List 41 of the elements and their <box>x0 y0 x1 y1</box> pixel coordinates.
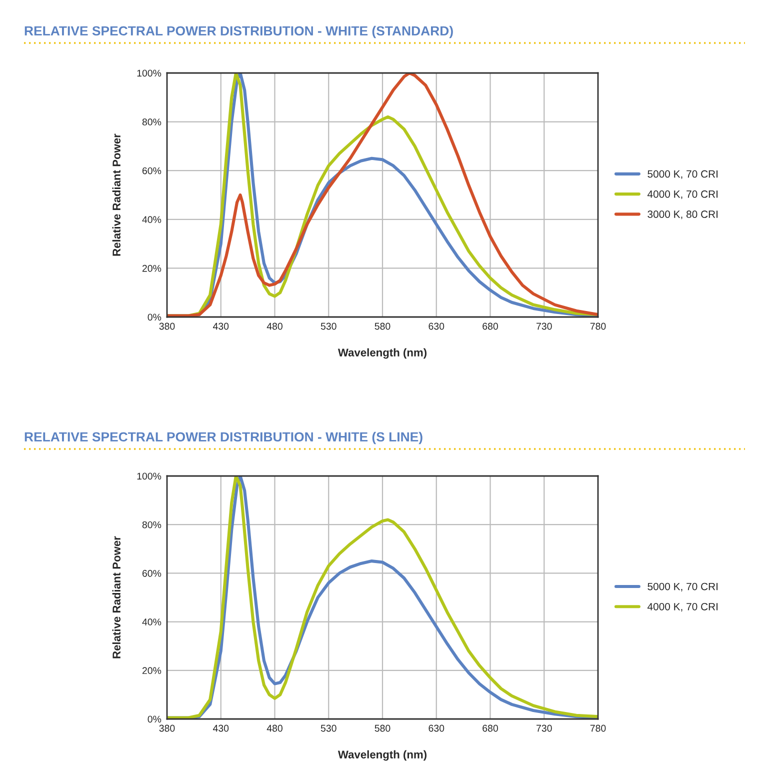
x-tick-label: 780 <box>590 724 606 732</box>
x-axis-title: Wavelength (nm) <box>338 348 426 359</box>
y-tick-label: 20% <box>142 264 162 272</box>
y-tick-label: 60% <box>142 570 162 577</box>
x-tick-label: 430 <box>212 724 229 732</box>
y-tick-label: 40% <box>142 618 162 626</box>
x-tick-label: 630 <box>428 724 444 732</box>
x-tick-label: 430 <box>212 322 229 330</box>
x-tick-label: 530 <box>320 724 336 732</box>
y-tick-label: 20% <box>142 667 162 674</box>
x-tick-label: 730 <box>536 724 552 732</box>
x-tick-label: 730 <box>536 322 552 330</box>
x-tick-label: 380 <box>159 322 175 330</box>
x-tick-label: 680 <box>482 322 498 330</box>
x-axis-title: Wavelength (nm) <box>338 750 426 761</box>
y-tick-label: 60% <box>142 167 162 174</box>
x-tick-label: 380 <box>159 724 175 732</box>
y-tick-label: 0% <box>148 314 162 321</box>
y-axis-title: Relative Radiant Power <box>112 536 120 658</box>
x-tick-label: 680 <box>482 724 498 732</box>
x-tick-label: 580 <box>374 724 390 732</box>
chart-title: RELATIVE SPECTRAL POWER DISTRIBUTION - WHITE (S LINE) <box>24 432 422 444</box>
x-tick-label: 630 <box>428 322 444 330</box>
x-tick-label: 530 <box>320 322 336 330</box>
chart-title: RELATIVE SPECTRAL POWER DISTRIBUTION - WHITE (STANDARD) <box>24 26 453 38</box>
y-axis-title: Relative Radiant Power <box>112 134 120 256</box>
y-tick-label: 40% <box>142 216 162 224</box>
x-tick-label: 480 <box>266 322 282 330</box>
y-tick-label: 0% <box>148 716 162 723</box>
y-tick-label: 100% <box>137 472 162 480</box>
x-tick-label: 780 <box>590 322 606 330</box>
y-tick-label: 100% <box>137 70 162 77</box>
legend-label: 5000 K, 70 CRI <box>648 170 718 179</box>
legend-label: 4000 K, 70 CRI <box>647 602 718 612</box>
legend-label: 5000 K, 70 CRI <box>648 582 718 592</box>
x-tick-label: 580 <box>374 322 390 330</box>
x-tick-label: 480 <box>266 724 282 732</box>
y-tick-label: 80% <box>142 118 162 126</box>
legend-label: 4000 K, 70 CRI <box>647 190 718 200</box>
legend-label: 3000 K, 80 CRI <box>648 210 718 220</box>
y-tick-label: 80% <box>142 521 162 528</box>
